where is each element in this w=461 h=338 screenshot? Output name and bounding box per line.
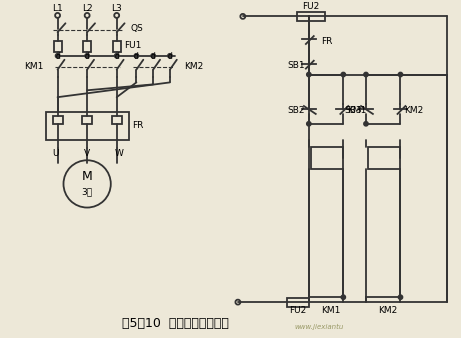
Bar (113, 41, 121, 52)
Text: FU1: FU1 (124, 42, 142, 50)
Circle shape (341, 73, 345, 76)
Text: KM1: KM1 (321, 307, 340, 315)
Text: www.jiexiantu: www.jiexiantu (294, 324, 343, 330)
Circle shape (364, 73, 368, 76)
Bar (83, 41, 91, 52)
Text: 3～: 3～ (82, 187, 93, 196)
Text: M: M (82, 170, 93, 184)
Circle shape (114, 13, 119, 18)
Bar (311, 147, 343, 169)
Text: SB2: SB2 (287, 106, 305, 116)
Text: KM2: KM2 (183, 62, 203, 71)
Text: V: V (84, 149, 90, 158)
Circle shape (64, 160, 111, 208)
Text: FR: FR (321, 37, 332, 46)
Bar (287, 298, 309, 307)
Text: W: W (114, 149, 123, 158)
Text: SB3: SB3 (344, 106, 362, 116)
Text: KM2: KM2 (404, 106, 424, 116)
Circle shape (168, 54, 172, 58)
Bar (112, 116, 122, 124)
Circle shape (398, 295, 402, 299)
Text: L2: L2 (82, 4, 93, 13)
Circle shape (398, 73, 402, 76)
Text: KM1: KM1 (24, 62, 44, 71)
Text: d: d (114, 52, 119, 61)
Bar (297, 13, 325, 21)
Circle shape (307, 122, 311, 126)
Text: L1: L1 (52, 4, 63, 13)
Circle shape (115, 54, 118, 58)
Circle shape (85, 54, 89, 58)
Circle shape (55, 13, 60, 18)
Text: d: d (134, 52, 139, 61)
Bar (53, 41, 61, 52)
Circle shape (135, 54, 138, 58)
Circle shape (341, 295, 345, 299)
Circle shape (85, 13, 89, 18)
Text: KM2: KM2 (378, 307, 397, 315)
Text: FR: FR (132, 121, 144, 130)
Circle shape (364, 122, 368, 126)
Text: FU2: FU2 (290, 307, 307, 315)
Text: QS: QS (130, 24, 143, 33)
Text: FU2: FU2 (302, 2, 319, 11)
Text: SB1: SB1 (287, 61, 305, 70)
Text: KM1: KM1 (347, 106, 366, 116)
Text: L3: L3 (111, 4, 122, 13)
Bar (368, 147, 401, 169)
Text: d: d (55, 52, 60, 61)
Circle shape (236, 300, 240, 305)
Bar (82, 116, 92, 124)
Text: d: d (167, 52, 172, 61)
Text: d: d (85, 52, 89, 61)
Circle shape (151, 54, 155, 58)
Bar (53, 116, 63, 124)
Text: d: d (151, 52, 156, 61)
Circle shape (240, 14, 245, 19)
Text: 图5－10  正反转控制电路图: 图5－10 正反转控制电路图 (122, 317, 229, 330)
Bar (46, 112, 129, 140)
Circle shape (56, 54, 59, 58)
Text: U: U (53, 149, 59, 158)
Circle shape (307, 73, 311, 76)
